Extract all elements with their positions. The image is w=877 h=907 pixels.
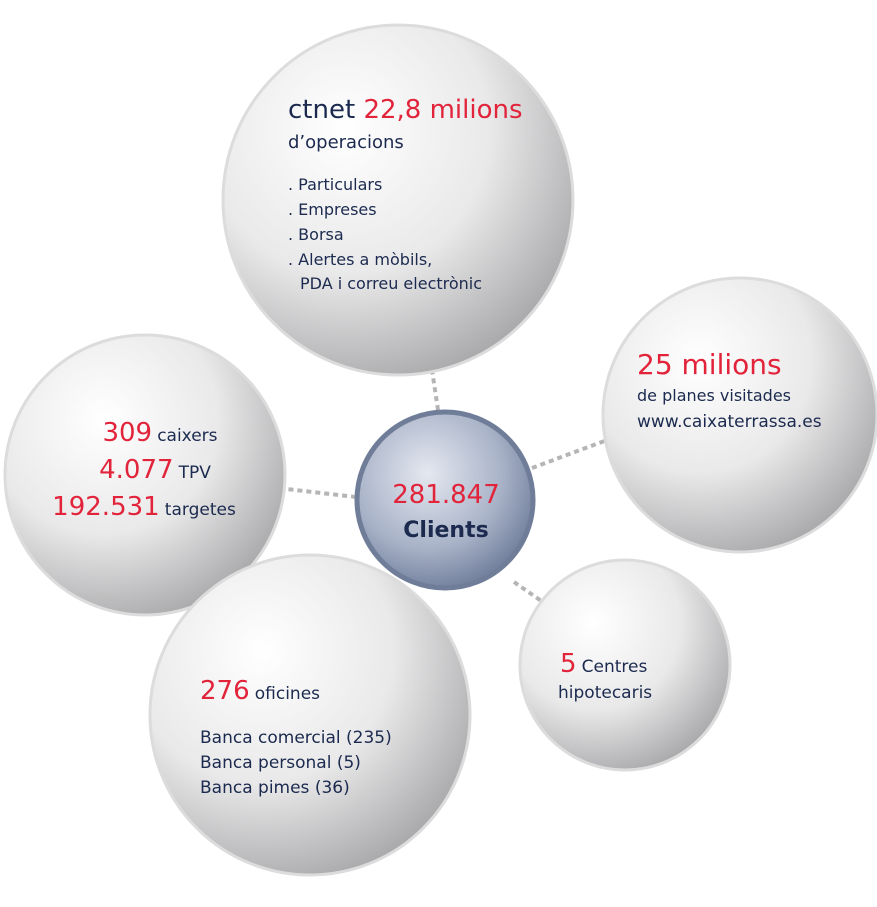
center-label: Clients [403, 518, 488, 543]
item: Banca personal (5) [200, 753, 361, 773]
item: Banca comercial (235) [200, 728, 392, 748]
node-circle [601, 276, 877, 554]
item: . Borsa [288, 225, 344, 244]
connector [531, 438, 608, 470]
label: Centres [582, 657, 648, 677]
row: 4.077 TPV [99, 455, 211, 485]
connector [430, 369, 440, 411]
number: 25 milions [637, 348, 782, 381]
label: targetes [165, 500, 236, 520]
line: de planes visitades [637, 386, 791, 405]
prefix: ctnet [288, 95, 355, 125]
number: 276 [200, 676, 250, 706]
subtitle: d’operacions [288, 132, 404, 153]
item: PDA i correu electrònic [300, 274, 482, 293]
row: 192.531 targetes [52, 492, 236, 522]
row: 309 caixers [102, 418, 217, 448]
node-circle [148, 553, 472, 877]
node-title: 5 Centres [560, 649, 647, 679]
node-circle [518, 558, 732, 772]
label: TPV [178, 463, 212, 483]
line: www.caixaterrassa.es [637, 412, 822, 432]
item: . Particulars [288, 175, 382, 194]
number: 4.077 [99, 455, 173, 485]
number: 309 [102, 418, 152, 448]
node-title: ctnet 22,8 milions [288, 95, 523, 125]
number: 5 [560, 649, 577, 679]
connector [277, 486, 357, 499]
node-title: 276 oficines [200, 676, 320, 706]
item: . Empreses [288, 200, 377, 219]
label: oficines [255, 684, 320, 704]
node-circle [221, 23, 575, 377]
number: 192.531 [52, 492, 160, 522]
center-circle [354, 409, 536, 591]
line: hipotecaris [558, 683, 652, 703]
center-number: 281.847 [392, 480, 500, 510]
item: . Alertes a mòbils, [288, 250, 432, 269]
item: Banca pimes (36) [200, 778, 350, 798]
label: caixers [157, 426, 217, 446]
node-circle [3, 333, 287, 617]
number: 22,8 milions [363, 95, 522, 125]
